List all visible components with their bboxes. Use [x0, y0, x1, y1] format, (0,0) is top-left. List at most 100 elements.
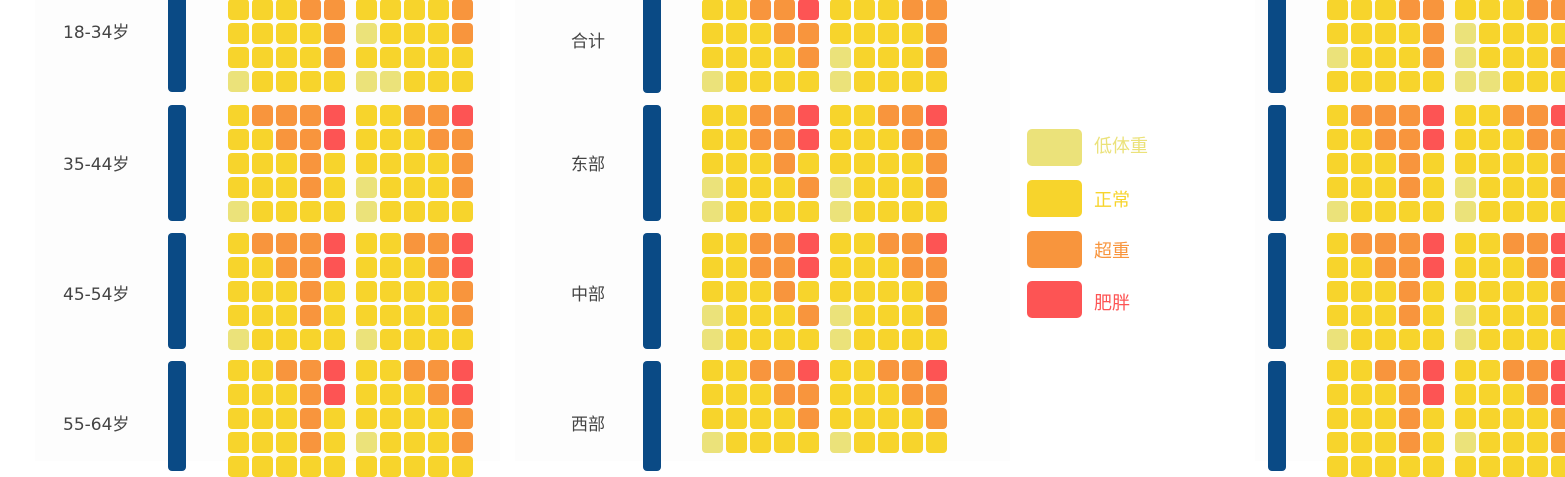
waffle-cell — [404, 456, 425, 477]
waffle-cell — [726, 329, 747, 350]
waffle-cell — [854, 329, 875, 350]
waffle-cell — [902, 47, 923, 68]
waffle-cell — [1399, 129, 1420, 150]
waffle-cell — [1479, 47, 1500, 68]
waffle-cell — [1551, 105, 1565, 126]
waffle-cell — [1503, 153, 1524, 174]
waffle-cell — [452, 233, 473, 254]
waffle-cell — [404, 233, 425, 254]
waffle-cell — [252, 281, 273, 302]
waffle-cell — [1479, 384, 1500, 405]
waffle-cell — [1423, 456, 1444, 477]
waffle-cell — [324, 456, 345, 477]
waffle-cell — [356, 47, 377, 68]
legend-swatch-overweight — [1027, 231, 1082, 268]
waffle-cell — [1503, 0, 1524, 20]
waffle-cell — [428, 329, 449, 350]
waffle-cell — [830, 281, 851, 302]
waffle-cell — [300, 360, 321, 381]
waffle-cell — [252, 105, 273, 126]
waffle-cell — [1423, 432, 1444, 453]
waffle-cell — [428, 177, 449, 198]
waffle-cell — [428, 360, 449, 381]
waffle-cell — [798, 384, 819, 405]
waffle-cell — [1527, 432, 1548, 453]
waffle-cell — [356, 257, 377, 278]
waffle-cell — [702, 360, 723, 381]
waffle-cell — [774, 201, 795, 222]
waffle-cell — [228, 329, 249, 350]
waffle-cell — [380, 233, 401, 254]
waffle-cell — [702, 47, 723, 68]
waffle-cell — [380, 281, 401, 302]
waffle-cell — [1327, 384, 1348, 405]
waffle-cell — [926, 47, 947, 68]
waffle-cell — [380, 456, 401, 477]
waffle-cell — [702, 71, 723, 92]
waffle-cell — [726, 233, 747, 254]
waffle-cell — [356, 456, 377, 477]
waffle-cell — [902, 0, 923, 20]
waffle-cell — [726, 47, 747, 68]
legend-swatch-obese — [1027, 281, 1082, 318]
waffle-cell — [428, 23, 449, 44]
waffle-cell — [774, 23, 795, 44]
waffle-cell — [452, 0, 473, 20]
legend-label-obese: 肥胖 — [1094, 293, 1130, 314]
waffle-cell — [324, 105, 345, 126]
waffle-cell — [1327, 305, 1348, 326]
waffle-cell — [1527, 281, 1548, 302]
waffle-cell — [1351, 432, 1372, 453]
waffle-cell — [1455, 201, 1476, 222]
waffle-cell — [774, 408, 795, 429]
waffle-cell — [902, 329, 923, 350]
waffle-cell — [1375, 47, 1396, 68]
waffle-cell — [1503, 329, 1524, 350]
waffle-cell — [1423, 153, 1444, 174]
waffle-cell — [356, 329, 377, 350]
waffle-cell — [1327, 201, 1348, 222]
waffle-cell — [926, 384, 947, 405]
waffle-cell — [1375, 360, 1396, 381]
waffle-cell — [300, 233, 321, 254]
waffle-cell — [356, 281, 377, 302]
waffle-cell — [926, 257, 947, 278]
waffle-cell — [726, 305, 747, 326]
waffle-cell — [1327, 408, 1348, 429]
waffle-cell — [702, 384, 723, 405]
waffle-cell — [1327, 360, 1348, 381]
waffle-cell — [1503, 129, 1524, 150]
waffle-cell — [726, 177, 747, 198]
waffle-cell — [1551, 384, 1565, 405]
waffle-cell — [702, 329, 723, 350]
waffle-cell — [452, 71, 473, 92]
waffle-cell — [830, 329, 851, 350]
waffle-cell — [428, 0, 449, 20]
waffle-cell — [1327, 456, 1348, 477]
waffle-cell — [404, 129, 425, 150]
row-bracket-bar — [168, 105, 186, 221]
waffle-cell — [1527, 329, 1548, 350]
waffle-cell — [276, 0, 297, 20]
waffle-cell — [1375, 281, 1396, 302]
waffle-cell — [276, 408, 297, 429]
waffle-cell — [1399, 233, 1420, 254]
waffle-cell — [1503, 105, 1524, 126]
waffle-cell — [452, 105, 473, 126]
waffle-cell — [726, 0, 747, 20]
waffle-cell — [1351, 456, 1372, 477]
waffle-cell — [902, 384, 923, 405]
waffle-cell — [878, 23, 899, 44]
waffle-cell — [324, 408, 345, 429]
waffle-cell — [356, 432, 377, 453]
waffle-cell — [252, 257, 273, 278]
waffle-cell — [774, 432, 795, 453]
waffle-cell — [276, 177, 297, 198]
waffle-cell — [1399, 408, 1420, 429]
waffle-cell — [902, 360, 923, 381]
waffle-cell — [798, 0, 819, 20]
waffle-cell — [428, 71, 449, 92]
waffle-cell — [1503, 23, 1524, 44]
waffle-cell — [1423, 257, 1444, 278]
waffle-cell — [276, 384, 297, 405]
